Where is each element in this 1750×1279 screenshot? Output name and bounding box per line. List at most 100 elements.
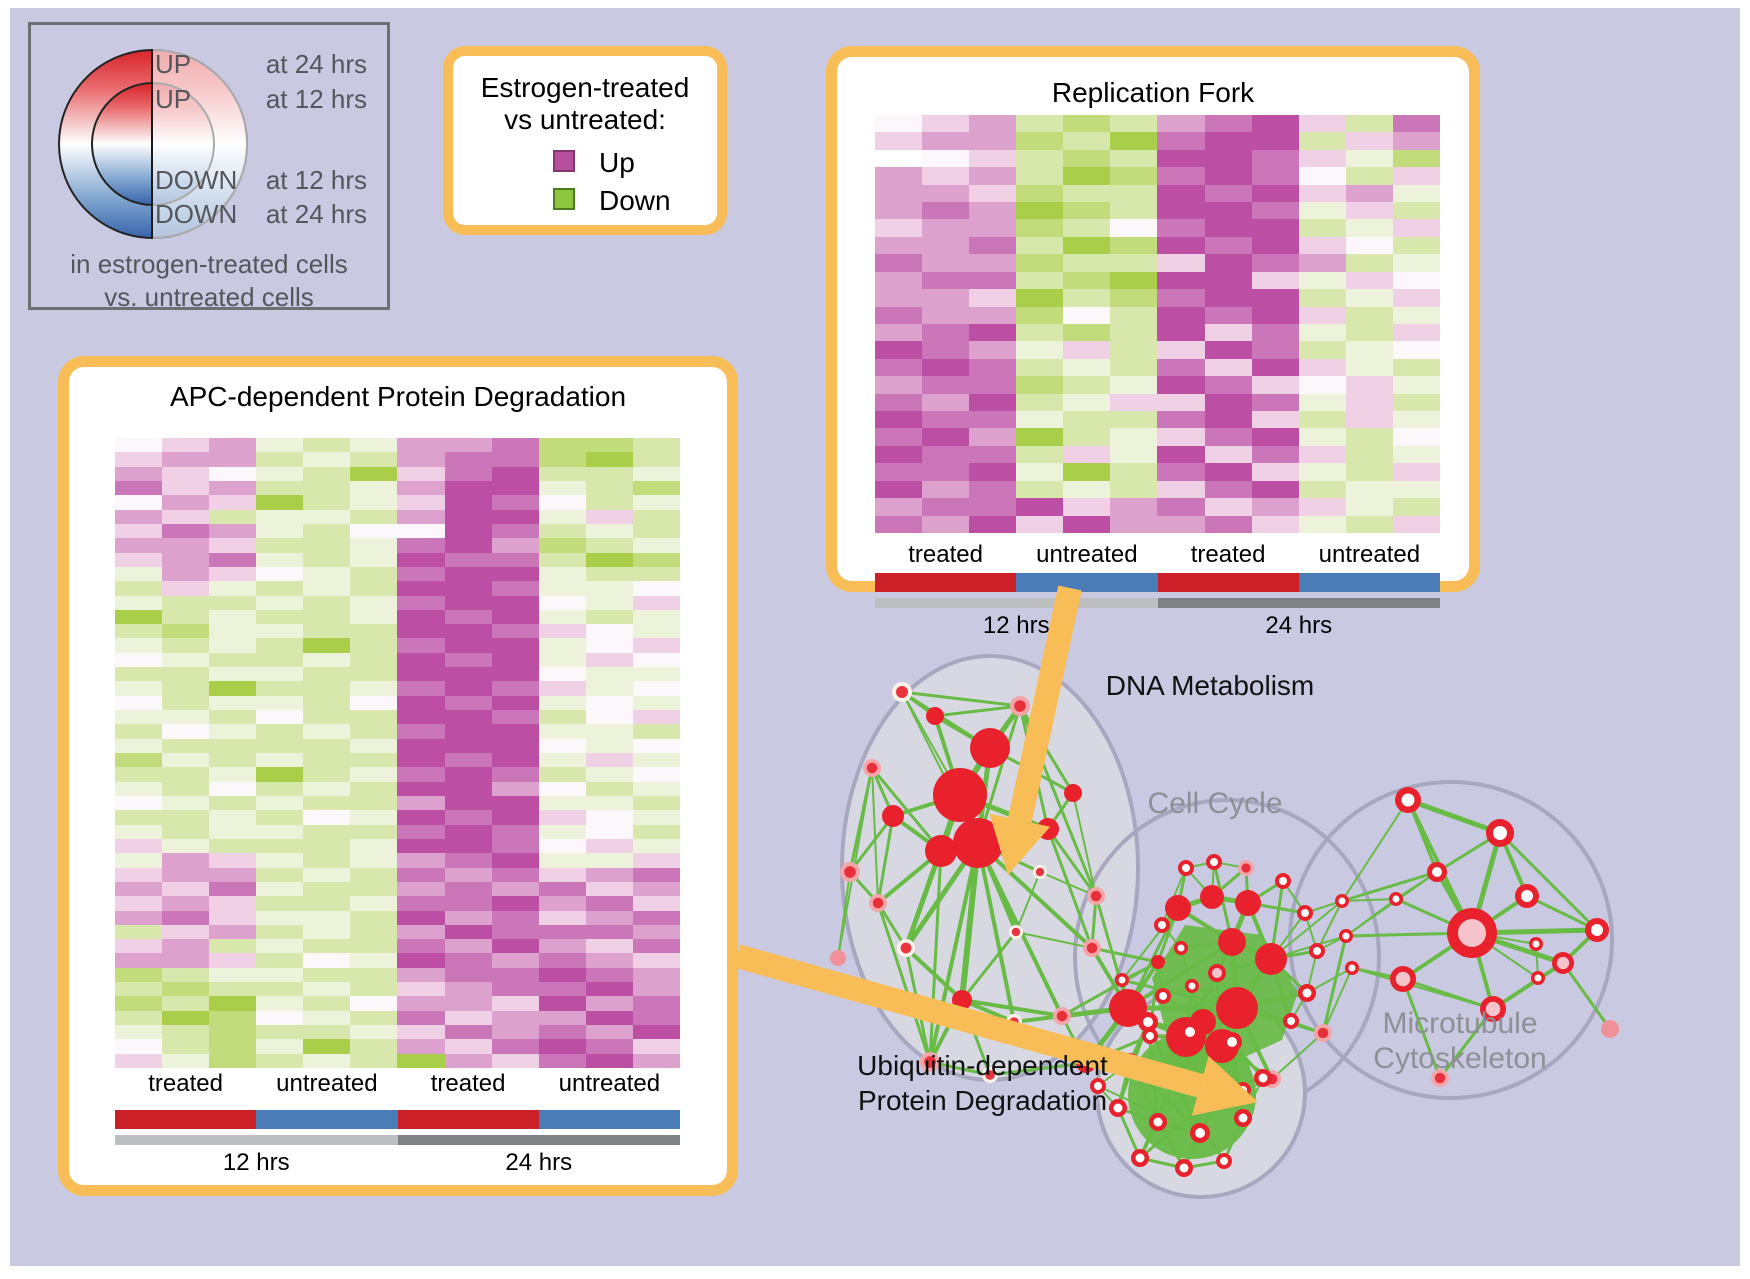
heatmap-cell <box>875 498 923 516</box>
heatmap-cell <box>1063 184 1111 203</box>
network-edge <box>1184 984 1194 1039</box>
heatmap-cell <box>444 652 492 668</box>
network-edge <box>1190 984 1205 1024</box>
network-edge <box>1012 1014 1064 1024</box>
heatmap-cell <box>538 609 586 625</box>
heatmap-cell <box>969 428 1017 446</box>
network-node-center <box>1342 932 1350 940</box>
heatmap-cell <box>115 1025 163 1040</box>
heatmap-cell <box>1392 480 1440 499</box>
heatmap-cell <box>1157 254 1205 272</box>
ring-footer-line2: vs. untreated cells <box>104 282 314 312</box>
heatmap-cell <box>256 710 304 725</box>
heatmap-cell <box>969 271 1017 290</box>
heatmap-cell <box>875 323 923 342</box>
heatmap-cell <box>1016 445 1064 464</box>
heatmap-cell <box>491 452 539 467</box>
heatmap-cell <box>1251 306 1299 324</box>
heatmap-cell <box>350 881 398 897</box>
heatmap-cell <box>1251 236 1299 255</box>
heatmap-cell <box>350 480 398 496</box>
network-node-center <box>1035 867 1045 877</box>
heatmap-cell <box>444 1039 492 1054</box>
heatmap-cell <box>632 438 680 453</box>
heatmap-cell <box>209 738 257 753</box>
network-node <box>1205 1029 1239 1063</box>
network-edge <box>1146 1020 1188 1039</box>
heatmap-cell <box>256 523 304 539</box>
heatmap-cell <box>585 1053 633 1068</box>
heatmap-cell <box>491 638 539 653</box>
heatmap-cell <box>1392 149 1440 168</box>
heatmap-cell <box>969 132 1017 150</box>
heatmap-cell <box>444 795 492 811</box>
ring-time: at 12 hrs <box>265 165 367 195</box>
heatmap-cell <box>397 581 445 596</box>
heatmap-cell <box>303 781 351 796</box>
heatmap-cell <box>303 552 351 567</box>
rf-time-labels: 12 hrs 24 hrs <box>875 612 1440 640</box>
heatmap-cell <box>162 624 210 639</box>
heatmap-cell <box>350 667 398 682</box>
heatmap-cell <box>444 953 492 968</box>
heatmap-cell <box>969 393 1017 412</box>
col-label: treated <box>148 1070 223 1097</box>
heatmap-cell <box>1063 254 1111 272</box>
heatmap-cell <box>397 710 445 725</box>
heatmap-cell <box>1251 428 1299 446</box>
heatmap-cell <box>397 624 445 639</box>
network-node <box>1389 892 1403 906</box>
network-edge <box>928 849 943 1064</box>
heatmap-cell <box>1392 167 1440 185</box>
heatmap-cell <box>350 638 398 653</box>
heatmap-cell <box>209 982 257 997</box>
network-edge <box>1230 1006 1239 1044</box>
heatmap-cell <box>632 667 680 682</box>
network-edge <box>1171 1079 1226 1163</box>
network-edge <box>1175 894 1215 911</box>
network-edge <box>1350 966 1405 981</box>
network-node-center <box>1338 897 1346 905</box>
network-edge <box>891 793 962 818</box>
heatmap-cell <box>875 341 923 359</box>
heatmap-cell <box>875 202 923 220</box>
heatmap-cell <box>209 581 257 596</box>
network-edge <box>1469 927 1600 936</box>
heatmap-cell <box>1016 184 1064 203</box>
heatmap-cell <box>1345 289 1393 307</box>
network-edge <box>1157 947 1182 963</box>
heatmap-cell <box>1251 132 1299 150</box>
heatmap-cell <box>875 289 923 307</box>
heatmap-cell <box>1110 306 1158 324</box>
heatmap-cell <box>585 881 633 897</box>
heatmap-cell <box>538 480 586 496</box>
network-node-center <box>1177 944 1185 952</box>
heatmap-cell <box>162 824 210 839</box>
network-edge <box>1340 870 1439 903</box>
heatmap-cell <box>444 538 492 553</box>
heatmap-cell <box>491 1025 539 1040</box>
heatmap-cell <box>350 939 398 954</box>
heatmap-cell <box>1392 428 1440 446</box>
cluster-circle <box>840 654 1140 1082</box>
network-edge <box>1121 961 1159 981</box>
col-label: untreated <box>276 1070 378 1097</box>
heatmap-cell <box>256 724 304 739</box>
microtubule-label-line2: Cytoskeleton <box>1373 1042 1547 1075</box>
heatmap-cell <box>256 810 304 825</box>
heatmap-cell <box>1016 498 1064 516</box>
heatmap-cell <box>491 939 539 954</box>
heatmap-cell <box>1251 254 1299 272</box>
network-edge <box>933 714 992 750</box>
heatmap-cell <box>1298 202 1346 220</box>
network-node <box>1155 988 1171 1004</box>
heatmap-cell <box>1063 306 1111 324</box>
heatmap-cell <box>397 566 445 582</box>
heatmap-cell <box>1110 480 1158 499</box>
network-node-center <box>1432 867 1442 877</box>
heatmap-cell <box>256 767 304 782</box>
heatmap-cell <box>397 438 445 453</box>
heatmap-cell <box>1392 271 1440 290</box>
heatmap-cell <box>538 996 586 1011</box>
heatmap-cell <box>1157 271 1205 290</box>
